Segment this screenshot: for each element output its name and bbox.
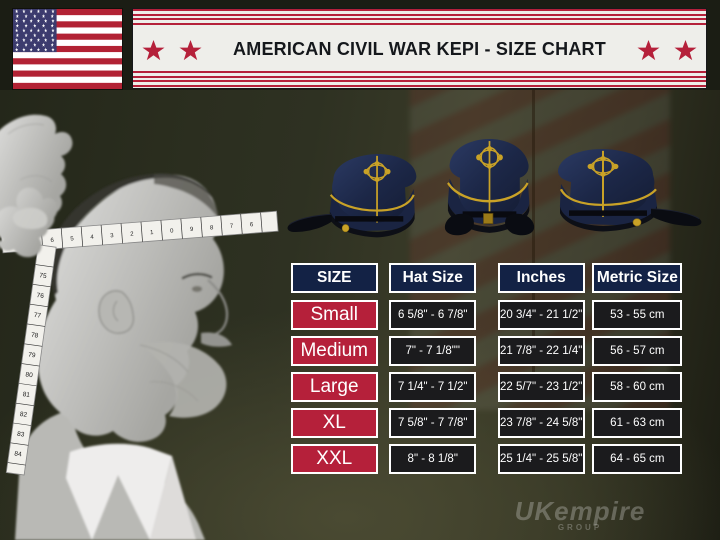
svg-text:76: 76 — [36, 292, 45, 300]
svg-text:78: 78 — [31, 332, 40, 340]
svg-text:77: 77 — [33, 312, 42, 320]
svg-text:83: 83 — [17, 431, 26, 439]
svg-text:75: 75 — [39, 272, 48, 280]
svg-text:81: 81 — [22, 391, 31, 399]
svg-text:80: 80 — [25, 371, 34, 379]
svg-text:84: 84 — [14, 450, 23, 458]
svg-text:82: 82 — [19, 411, 28, 419]
svg-text:79: 79 — [28, 351, 37, 359]
